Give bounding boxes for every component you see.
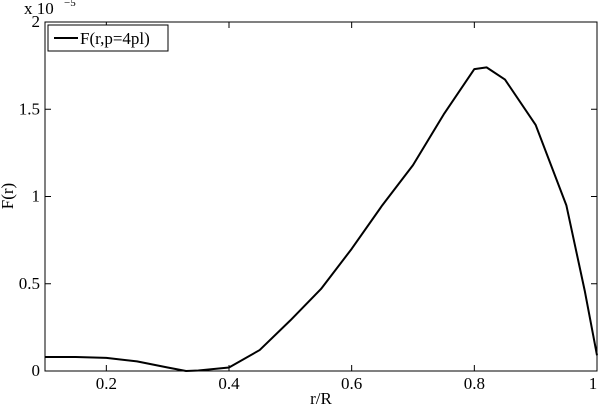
legend-label: F(r,p=4pl) [80, 29, 150, 48]
legend-box [47, 24, 169, 52]
x-tick-label: 0.8 [464, 374, 485, 393]
x-axis-label: r/R [310, 389, 332, 408]
y-tick-label: 2 [32, 12, 41, 31]
x-tick-label: 1 [589, 374, 598, 393]
y-tick-label: 1.5 [19, 99, 40, 118]
y-axis-label: F(r) [0, 183, 17, 209]
y-tick-label: 0.5 [19, 274, 40, 293]
x-tick-label: 0.4 [218, 374, 240, 393]
x-tick-label: 0.6 [341, 374, 362, 393]
data-line [45, 66, 598, 372]
y-tick-label: 1 [32, 187, 41, 206]
plot-frame [44, 21, 598, 372]
x-tick-label: 0.2 [96, 374, 117, 393]
y-multiplier: x 10 [24, 0, 54, 18]
y-tick-label: 0 [32, 361, 41, 380]
y-exponent: −5 [64, 0, 76, 9]
